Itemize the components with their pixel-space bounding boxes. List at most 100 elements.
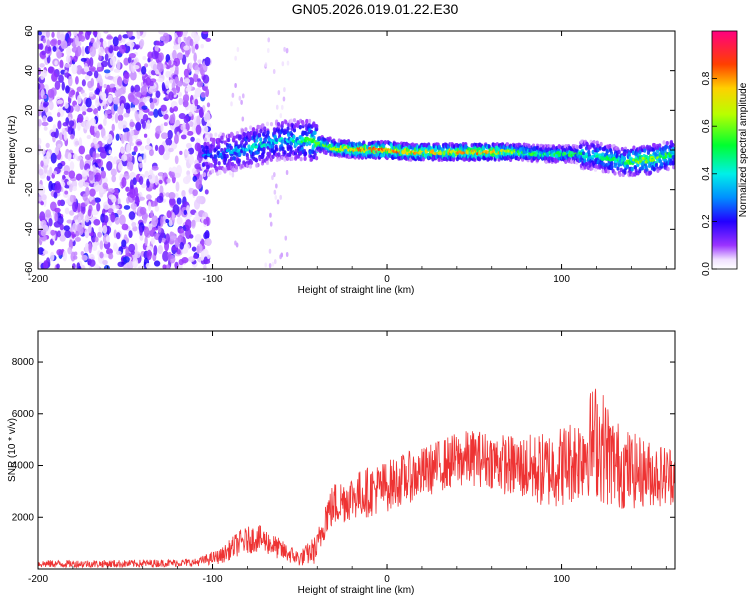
noise-speckle	[159, 185, 164, 196]
noise-speckle	[97, 124, 103, 130]
noise-speckle	[184, 40, 192, 46]
noise-speckle	[73, 138, 79, 147]
noise-speckle	[200, 91, 206, 98]
noise-speckle	[42, 38, 46, 44]
noise-speckle	[100, 170, 107, 179]
noise-speckle	[183, 115, 190, 124]
noise-speckle	[147, 111, 155, 116]
noise-speckle	[128, 187, 136, 199]
ridge-cell	[409, 157, 413, 162]
ridge-cell	[202, 172, 206, 177]
noise-speckle	[195, 124, 202, 135]
ridge-cell	[217, 161, 221, 166]
faint-streak	[264, 62, 268, 68]
noise-speckle	[185, 87, 190, 92]
ridge-cell	[383, 140, 387, 145]
noise-speckle	[99, 240, 104, 250]
noise-speckle	[58, 74, 64, 83]
noise-speckle	[72, 201, 78, 213]
ridge-cell	[292, 118, 297, 123]
noise-speckle	[160, 104, 167, 112]
noise-speckle	[93, 107, 98, 115]
ridge-cell	[289, 146, 293, 151]
noise-speckle	[205, 87, 210, 98]
ridge-cell	[605, 149, 609, 154]
ridge-cell	[254, 158, 259, 163]
noise-speckle	[132, 64, 140, 70]
noise-speckle	[56, 51, 62, 59]
noise-speckle	[66, 45, 71, 57]
noise-speckle	[80, 57, 87, 62]
ridge-cell	[281, 146, 285, 151]
ridge-cell	[255, 138, 259, 143]
noise-speckle	[93, 197, 101, 203]
noise-speckle	[118, 162, 123, 172]
noise-speckle	[77, 121, 81, 131]
ridge-cell	[251, 127, 255, 132]
noise-speckle	[151, 98, 158, 104]
noise-speckle	[158, 144, 165, 156]
noise-speckle	[130, 107, 138, 112]
noise-speckle	[38, 31, 42, 36]
faint-streak	[273, 172, 276, 178]
noise-speckle	[69, 210, 75, 216]
noise-speckle	[138, 109, 144, 120]
noise-speckle	[154, 44, 159, 52]
ridge-cell	[516, 156, 521, 162]
ridge-cell	[631, 150, 635, 156]
faint-streak	[273, 259, 277, 265]
noise-speckle	[193, 52, 197, 63]
noise-speckle	[96, 66, 103, 72]
noise-speckle	[186, 170, 191, 176]
faint-streak	[272, 68, 276, 74]
ridge-cell	[301, 121, 305, 126]
spectrogram-y-tick-label: 0	[24, 147, 35, 153]
ridge-cell	[308, 150, 312, 155]
noise-speckle	[41, 50, 46, 56]
noise-speckle	[97, 231, 103, 238]
noise-speckle	[171, 113, 176, 124]
noise-speckle	[204, 259, 211, 264]
colorbar-frame	[711, 30, 738, 270]
faint-streak	[279, 254, 282, 260]
snr-x-label: Height of straight line (km)	[298, 585, 415, 596]
ridge-cell	[287, 132, 291, 138]
noise-speckle	[197, 59, 202, 64]
noise-speckle	[194, 163, 202, 170]
noise-speckle	[134, 110, 139, 119]
ridge-cell	[482, 146, 486, 151]
ridge-cell	[249, 125, 253, 130]
noise-speckle	[201, 125, 209, 134]
noise-speckle	[84, 242, 90, 253]
spectrogram-y-tick-label: 20	[24, 104, 35, 116]
noise-speckle	[180, 134, 187, 140]
noise-speckle	[38, 137, 42, 145]
ridge-cell	[543, 156, 548, 161]
noise-speckle	[165, 264, 171, 269]
noise-speckle	[155, 90, 161, 99]
noise-speckle	[126, 143, 131, 154]
noise-speckle	[183, 45, 190, 51]
ridge-cell	[283, 150, 287, 155]
ridge-cell	[227, 137, 231, 143]
faint-streak	[241, 93, 245, 99]
noise-speckle	[120, 134, 125, 144]
noise-speckle	[152, 63, 157, 72]
noise-speckle	[65, 85, 70, 94]
noise-speckle	[182, 94, 190, 103]
spectrogram-marks	[38, 31, 675, 269]
noise-speckle	[61, 81, 65, 91]
noise-speckle	[144, 236, 148, 247]
noise-speckle	[133, 84, 141, 93]
noise-speckle	[204, 229, 210, 240]
noise-speckle	[148, 173, 156, 184]
noise-speckle	[64, 207, 70, 215]
noise-speckle	[47, 116, 53, 123]
ridge-cell	[215, 166, 219, 171]
noise-speckle	[81, 169, 88, 177]
ridge-cell	[214, 132, 218, 137]
noise-speckle	[179, 241, 185, 250]
noise-speckle	[38, 168, 44, 176]
noise-speckle	[106, 113, 113, 119]
noise-speckle	[107, 75, 114, 80]
